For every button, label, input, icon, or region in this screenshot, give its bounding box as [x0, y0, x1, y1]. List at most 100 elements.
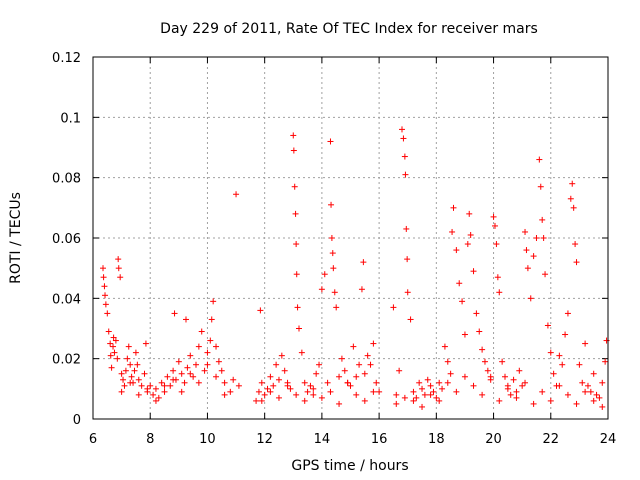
- data-point: [373, 379, 380, 386]
- data-point: [331, 289, 338, 296]
- data-point: [135, 391, 142, 398]
- data-point: [293, 241, 300, 248]
- data-point: [208, 316, 215, 323]
- data-point: [459, 298, 466, 305]
- data-point: [105, 328, 112, 335]
- data-point: [519, 382, 526, 389]
- grid-lines: [93, 57, 608, 419]
- data-point: [122, 367, 129, 374]
- data-point: [537, 183, 544, 190]
- data-point: [347, 382, 354, 389]
- data-point: [310, 385, 317, 392]
- data-point: [142, 340, 149, 347]
- data-point: [599, 379, 606, 386]
- x-tick-label: 10: [199, 432, 216, 447]
- data-point: [330, 265, 337, 272]
- data-point: [364, 352, 371, 359]
- data-point: [318, 286, 325, 293]
- data-point: [100, 274, 107, 281]
- data-point: [138, 382, 145, 389]
- data-point: [579, 379, 586, 386]
- data-point: [293, 271, 300, 278]
- data-point: [399, 126, 405, 133]
- data-point: [264, 385, 271, 392]
- data-point: [479, 346, 486, 353]
- data-point: [419, 385, 426, 392]
- data-point: [496, 397, 503, 404]
- data-point: [527, 295, 534, 302]
- axis-ticks: [92, 56, 609, 420]
- data-point: [536, 156, 543, 163]
- data-point: [215, 358, 222, 365]
- y-tick-labels: 0 0.02 0.04 0.06 0.08 0.1 0.12: [52, 51, 81, 428]
- data-point: [470, 382, 477, 389]
- data-point: [461, 373, 468, 380]
- data-point: [602, 358, 609, 365]
- data-point: [491, 222, 498, 229]
- data-point: [467, 231, 474, 238]
- x-tick-label: 6: [89, 432, 97, 447]
- data-point: [117, 274, 124, 281]
- y-tick-label: 0: [73, 413, 81, 428]
- data-point: [147, 382, 154, 389]
- y-tick-label: 0.1: [60, 111, 81, 126]
- data-point: [125, 343, 132, 350]
- data-point: [204, 349, 211, 356]
- data-point: [367, 361, 374, 368]
- data-point: [235, 382, 242, 389]
- data-point: [233, 191, 240, 198]
- data-point: [572, 241, 579, 248]
- data-point: [115, 256, 122, 263]
- data-point: [213, 343, 220, 350]
- data-point: [104, 310, 111, 317]
- data-point: [484, 367, 491, 374]
- data-point: [204, 361, 211, 368]
- data-point: [404, 289, 411, 296]
- data-point: [273, 361, 280, 368]
- data-point: [361, 370, 368, 377]
- data-point: [195, 343, 202, 350]
- data-point: [112, 337, 119, 344]
- data-point: [120, 376, 127, 383]
- data-point: [141, 370, 148, 377]
- data-point: [447, 370, 454, 377]
- data-point: [275, 394, 282, 401]
- data-point: [213, 373, 220, 380]
- x-tick-label: 22: [543, 432, 560, 447]
- data-point: [184, 364, 191, 371]
- chart-title: Day 229 of 2011, Rate Of TEC Index for r…: [160, 21, 538, 37]
- data-point: [230, 376, 237, 383]
- data-point: [107, 340, 114, 347]
- data-point: [294, 304, 301, 311]
- data-point: [327, 138, 334, 145]
- x-tick-label: 16: [371, 432, 388, 447]
- data-point: [333, 304, 340, 311]
- data-point: [404, 256, 411, 263]
- data-point: [344, 379, 351, 386]
- data-point: [144, 385, 151, 392]
- data-point: [361, 397, 368, 404]
- data-point: [396, 367, 403, 374]
- x-tick-label: 14: [314, 432, 331, 447]
- data-point: [135, 376, 142, 383]
- data-point: [441, 343, 448, 350]
- data-point: [584, 382, 591, 389]
- data-point: [152, 397, 159, 404]
- data-point: [152, 385, 159, 392]
- data-point: [290, 147, 297, 154]
- data-point: [493, 241, 500, 248]
- data-point: [413, 394, 420, 401]
- data-point: [255, 388, 262, 395]
- data-point: [539, 388, 546, 395]
- data-point: [590, 397, 597, 404]
- data-point: [547, 397, 554, 404]
- data-point: [111, 349, 118, 356]
- data-point: [195, 379, 202, 386]
- data-point: [310, 391, 317, 398]
- data-point: [530, 400, 537, 407]
- data-point: [102, 292, 109, 299]
- data-point: [494, 274, 501, 281]
- data-point: [171, 310, 178, 317]
- data-point: [107, 352, 114, 359]
- data-point: [587, 388, 594, 395]
